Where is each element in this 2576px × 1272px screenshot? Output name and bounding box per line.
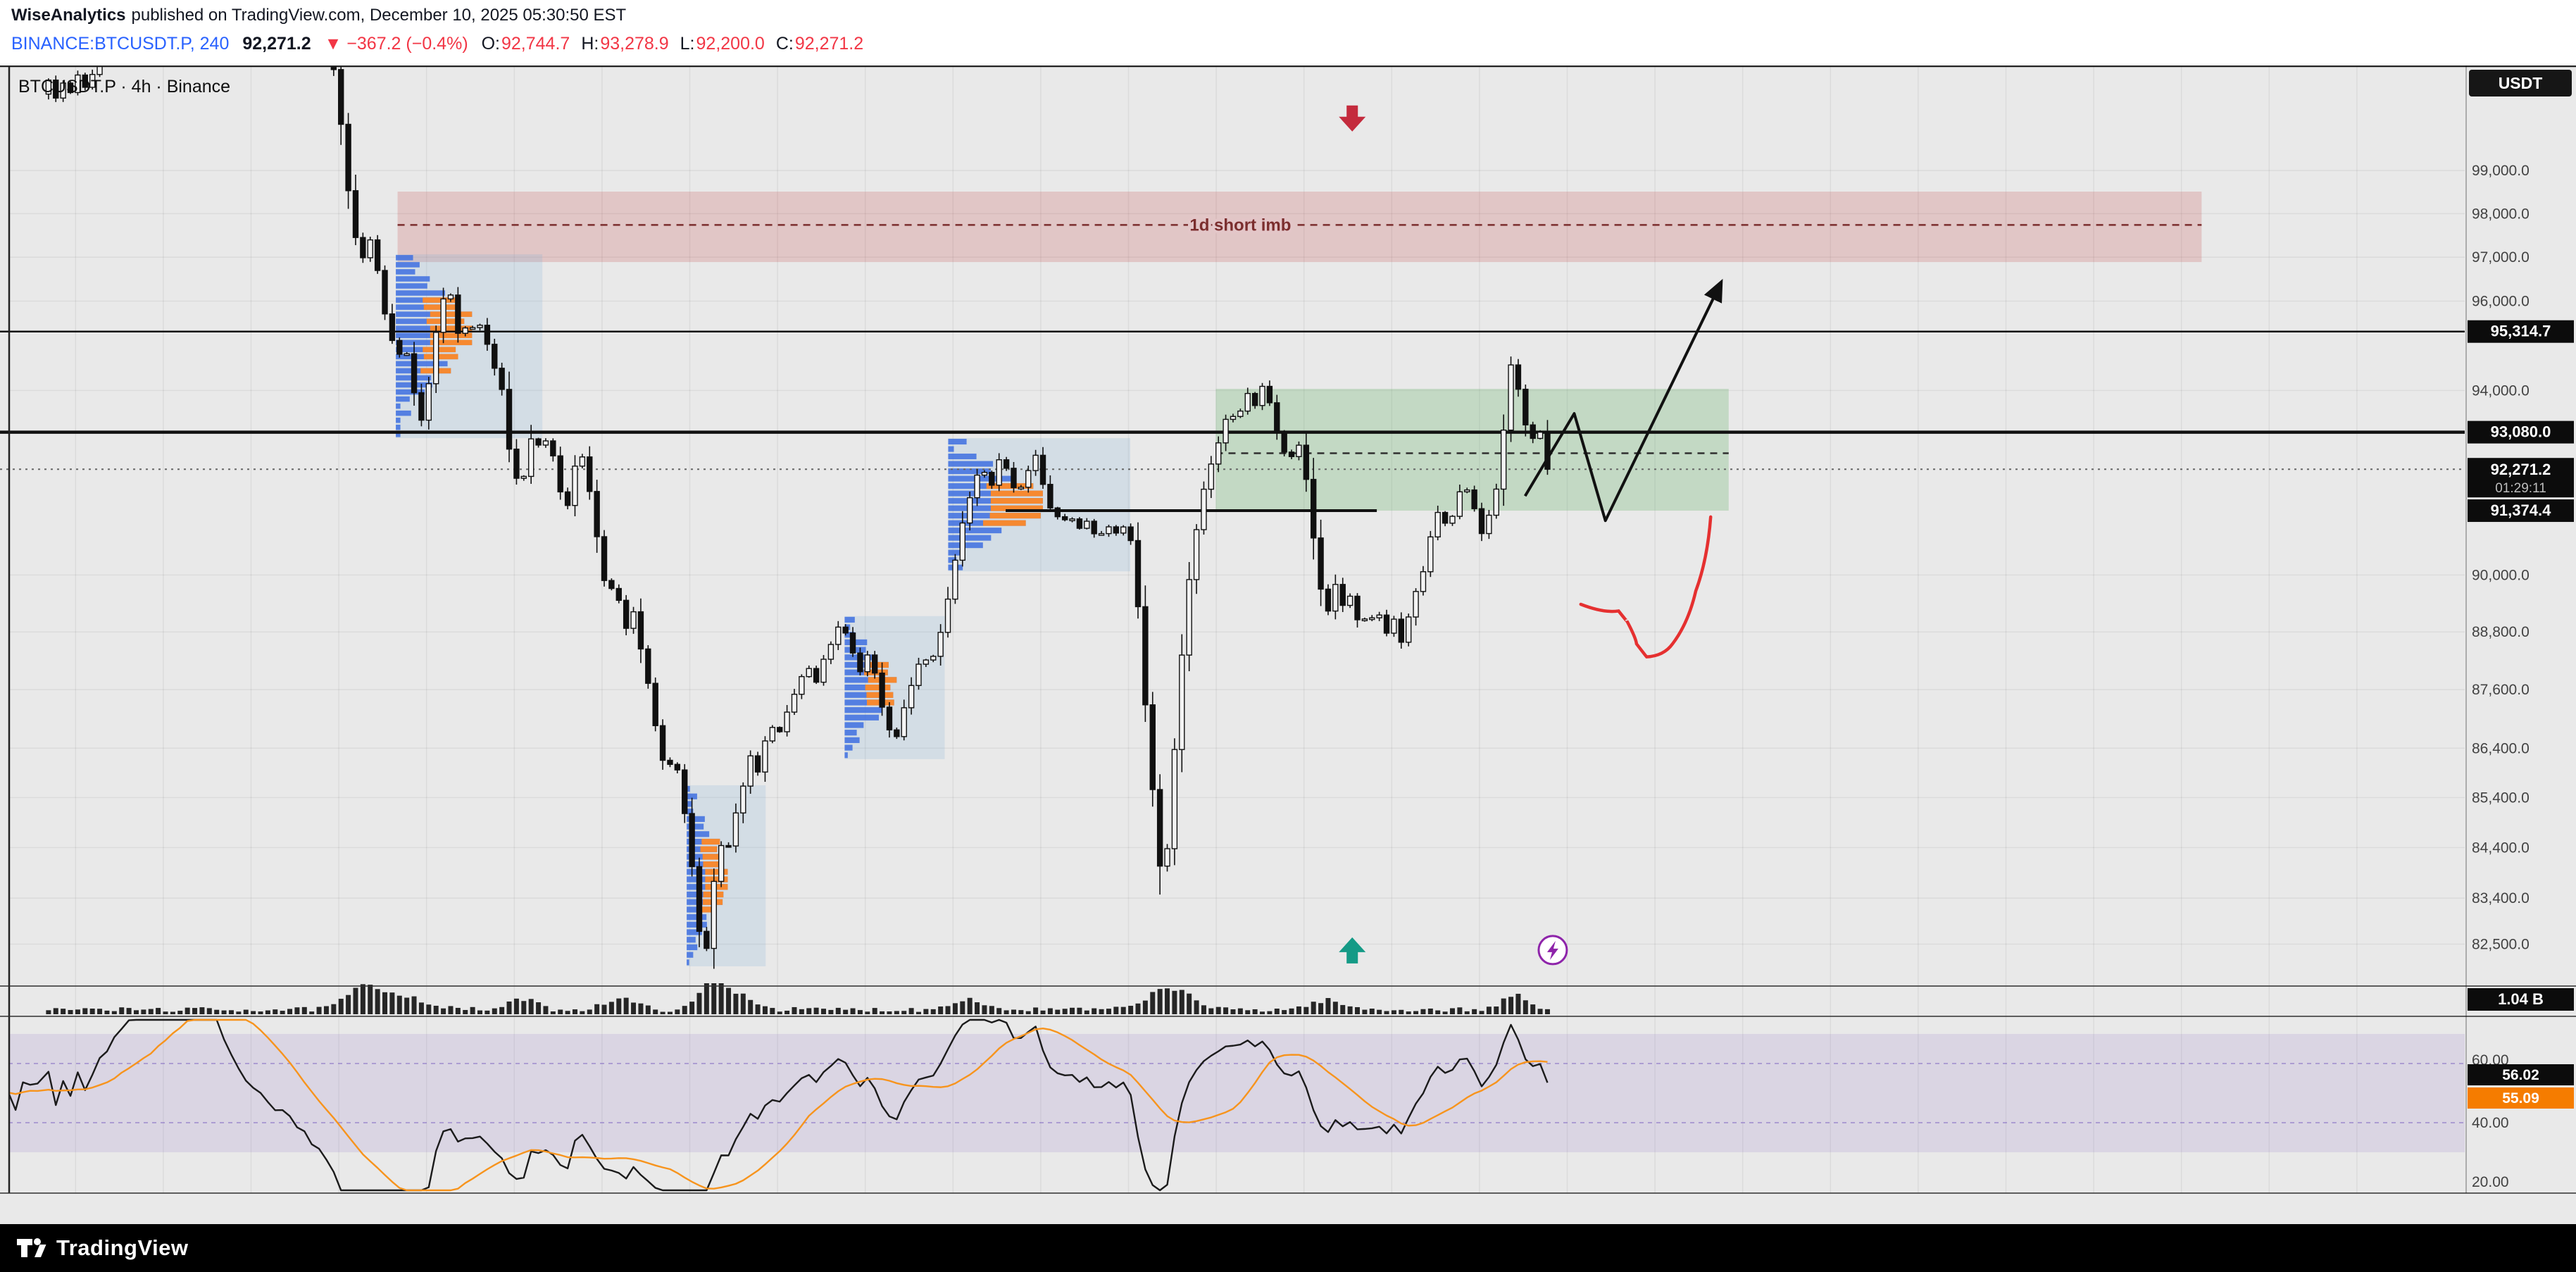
price-axis-label: 98,000.0 [2472,206,2530,222]
projection-curve-drawing [1579,515,1713,659]
price-axis-label: 87,600.0 [2472,682,2530,698]
price-level-badge: 95,314.7 [2491,323,2551,340]
zones[interactable]: 1d short imb [397,192,2202,511]
chart-legend[interactable]: BTCUSDT.P · 4h · Binance [18,77,231,96]
symbol-line: BINANCE:BTCUSDT.P, 240 92,271.2 ▼ −367.2… [11,34,875,54]
down-arrow-marker[interactable] [1339,105,1366,132]
symbol-name: BINANCE:BTCUSDT.P, 240 [11,34,230,54]
price-axis: 99,000.0 98,000.0 97,000.0 96,000.0 94,000.0… [2468,70,2574,1190]
volume-layer [46,983,1550,1014]
up-arrow-marker[interactable] [1339,937,1366,964]
price-axis-label: 83,400.0 [2472,890,2530,906]
price-axis-label: 84,400.0 [2472,840,2530,856]
drawings[interactable] [1339,105,1723,966]
zone-label: 1d short imb [1189,216,1291,235]
price-axis-label: 82,500.0 [2472,937,2530,953]
high-label: H: [581,34,599,54]
publish-header: WiseAnalytics published on TradingView.co… [0,0,2576,66]
publish-info: published on TradingView.com, December 1… [131,6,627,25]
last-price: 92,271.2 [242,34,311,54]
rsi-axis-label: 20.00 [2472,1174,2509,1190]
volume-badge: 1.04 B [2498,990,2544,1008]
price-axis-label: 86,400.0 [2472,740,2530,756]
publisher-name: WiseAnalytics [11,6,126,25]
price-level-badge: 93,080.0 [2491,423,2551,441]
currency-badge-label: USDT [2499,74,2543,92]
price-change: ▼ −367.2 (−0.4%) [324,34,468,54]
last-price-badge: 92,271.2 [2491,461,2551,478]
price-level-badge: 91,374.4 [2491,501,2551,519]
rsi-layer [8,1018,2465,1192]
price-axis-label: 97,000.0 [2472,249,2530,266]
low-value: 92,200.0 [696,34,765,54]
high-value: 93,278.9 [600,34,669,54]
footer: TradingView [0,1224,2576,1272]
rsi-value-badge: 56.02 [2502,1067,2539,1083]
chart-area[interactable]: BTCUSDT.P · 4h · Binance 1d short imb 99,… [0,0,2576,1224]
rsi-axis-label: 40.00 [2472,1115,2509,1131]
bar-countdown: 01:29:11 [2495,481,2546,496]
price-axis-label: 99,000.0 [2472,163,2530,179]
close-value: 92,271.2 [794,34,864,54]
currency-badge[interactable] [2469,70,2572,96]
price-axis-label: 88,800.0 [2472,624,2530,640]
candles-layer [45,66,1551,969]
open-label: O: [481,34,500,54]
short-imbalance-zone[interactable] [397,192,2202,263]
trend-arrow-drawing [1523,278,1723,523]
brand-name[interactable]: TradingView [56,1235,189,1260]
price-axis-label: 94,000.0 [2472,382,2530,399]
tradingview-logo-icon[interactable] [15,1235,46,1261]
volume-profiles [396,254,1130,967]
close-label: C: [775,34,794,54]
open-value: 92,744.7 [501,34,570,54]
rsi-ma-badge: 55.09 [2502,1090,2539,1106]
gridlines [8,66,2465,1193]
price-axis-label: 85,400.0 [2472,790,2530,806]
chart-canvas[interactable]: 1d short imb 99,000.0 98,000.0 97,000.0 96,0… [0,0,2576,1224]
publish-line: WiseAnalytics published on TradingView.co… [11,6,626,25]
rsi-ma-line [8,1018,1548,1192]
pane-borders [0,65,2576,1194]
price-axis-label: 96,000.0 [2472,294,2530,310]
price-axis-label: 90,000.0 [2472,567,2530,583]
low-label: L: [680,34,695,54]
rsi-line [8,1018,1549,1192]
